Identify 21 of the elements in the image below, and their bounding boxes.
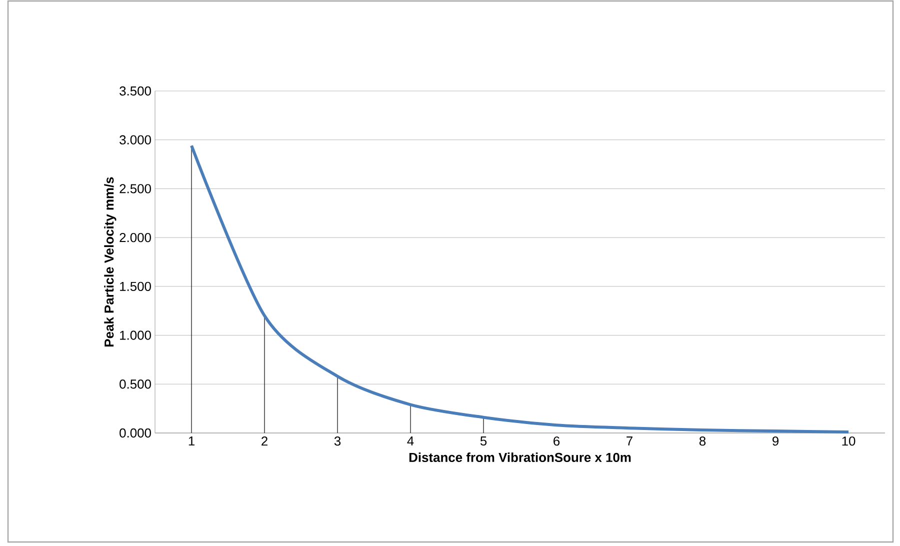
y-tick-label: 0.000 — [120, 428, 151, 438]
y-tick-label: 3.000 — [120, 135, 151, 144]
x-axis-title: Distance from VibrationSoure x 10m — [409, 452, 631, 462]
x-tick-label: 5 — [480, 436, 487, 446]
y-tick-label: 2.000 — [120, 232, 151, 242]
y-tick-label: 0.500 — [120, 380, 151, 389]
line-series — [190, 144, 850, 434]
x-tick-label: 2 — [262, 436, 268, 446]
y-axis-title: Peak Particle Velocity mm/s — [104, 177, 116, 346]
x-tick-label: 8 — [699, 436, 706, 446]
x-tick-label: 1 — [188, 436, 194, 446]
x-tick-label: 3 — [334, 436, 341, 446]
x-tick-label: 7 — [626, 436, 632, 446]
y-tick-label: 2.500 — [120, 184, 151, 194]
x-tick-label: 6 — [554, 436, 560, 446]
x-tick-label: 10 — [842, 436, 856, 446]
y-tick-label: 3.500 — [120, 86, 151, 96]
x-tick-label: 9 — [772, 436, 779, 446]
y-tick-label: 1.500 — [120, 282, 151, 291]
x-tick-label: 4 — [407, 436, 414, 446]
y-tick-label: 1.000 — [120, 330, 151, 340]
